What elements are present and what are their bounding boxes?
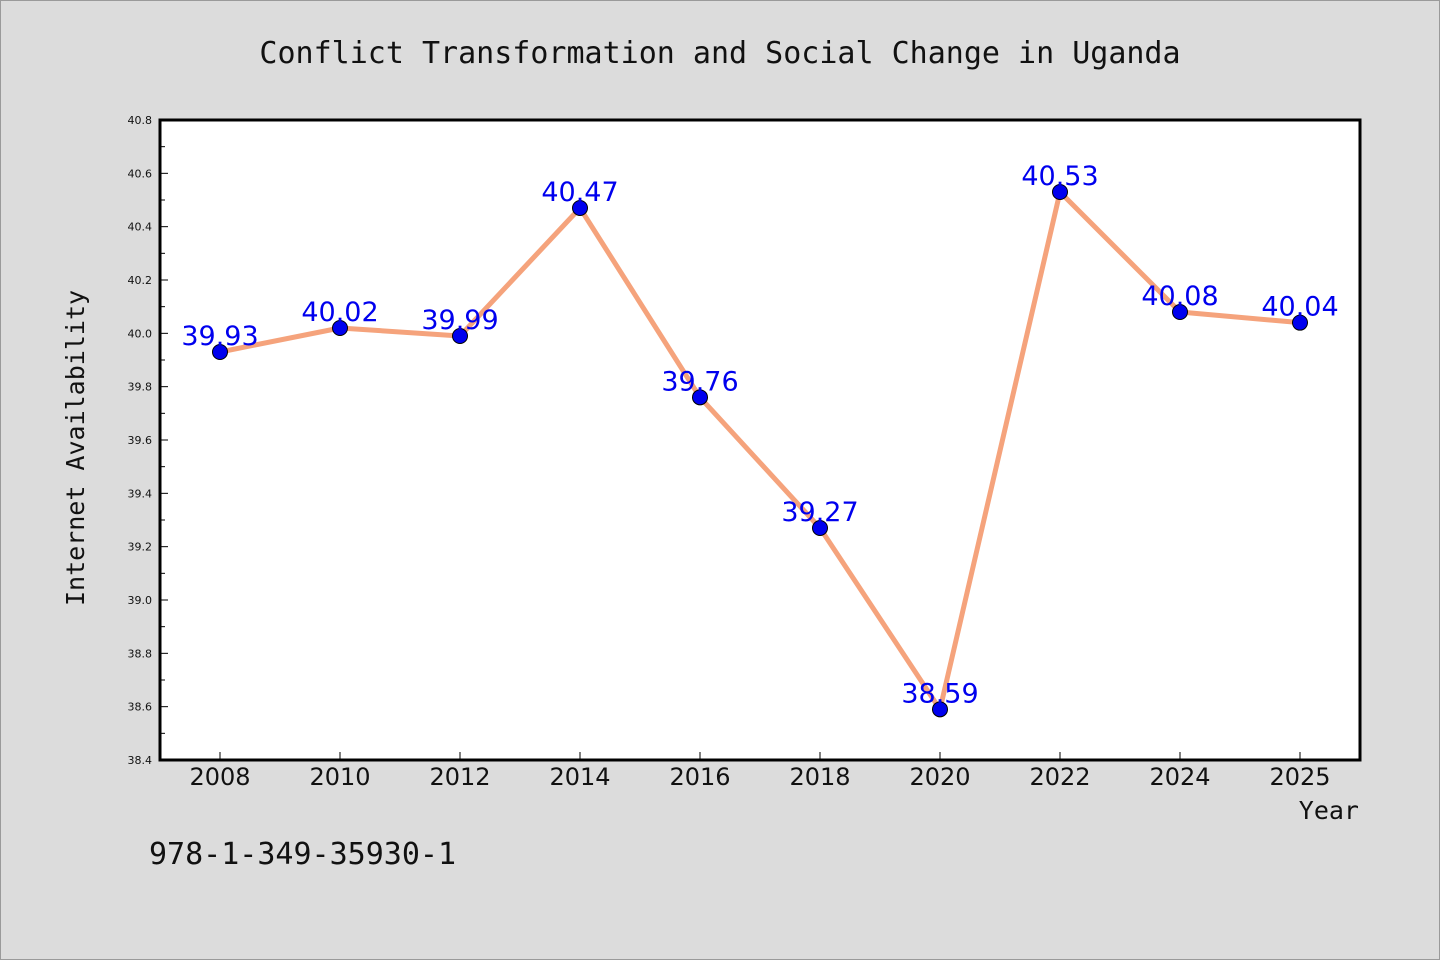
x-tick-label: 2020	[909, 763, 970, 791]
data-point	[932, 701, 948, 718]
data-label: 39.99	[421, 305, 498, 336]
data-label: 40.08	[1141, 281, 1218, 312]
data-point	[452, 328, 468, 344]
y-tick-label: 40.4	[128, 221, 153, 234]
y-tick-label: 39.8	[128, 381, 153, 394]
data-point	[1172, 304, 1188, 320]
x-tick-label: 2022	[1029, 763, 1090, 791]
x-axis-label: Year	[1299, 796, 1359, 825]
y-tick-label: 39.0	[128, 594, 153, 607]
y-axis: 38.4 38.6 38.8 39.0 39.2 39.4 39.6 39.8 40.0 40.2…	[128, 114, 168, 767]
data-point	[332, 320, 348, 336]
x-tick-label: 2014	[549, 763, 610, 791]
x-tick-label: 2012	[429, 763, 490, 791]
x-tick-label: 2008	[189, 763, 250, 791]
x-tick-label: 2010	[309, 763, 370, 791]
x-tick-label: 2024	[1149, 763, 1210, 791]
x-tick-label: 2025	[1269, 763, 1330, 791]
y-tick-label: 39.2	[128, 541, 153, 554]
data-point	[1052, 184, 1068, 200]
y-tick-label: 39.6	[128, 434, 153, 447]
series-markers	[212, 184, 1308, 718]
data-point	[692, 389, 708, 406]
x-axis: 2008 2010 2012 2014 2016 2018 2020 2022 2024 2025	[189, 752, 1331, 791]
data-label: 40.53	[1021, 161, 1098, 192]
data-label: 40.04	[1261, 292, 1338, 323]
y-tick-label: 39.4	[128, 487, 153, 500]
y-tick-label: 38.6	[128, 701, 153, 714]
x-tick-label: 2016	[669, 763, 730, 791]
data-point	[812, 520, 828, 536]
data-point	[572, 200, 588, 216]
data-label: 40.47	[541, 177, 618, 208]
series-line	[219, 189, 1301, 712]
data-label: 39.93	[181, 321, 258, 352]
data-point	[212, 344, 228, 360]
data-label: 38.59	[901, 678, 978, 709]
y-tick-label: 40.8	[128, 114, 153, 127]
isbn-text: 978-1-349-35930-1	[149, 837, 456, 872]
chart-title: Conflict Transformation and Social Chang…	[259, 36, 1180, 71]
y-tick-label: 40.2	[128, 274, 153, 287]
data-point	[1292, 314, 1308, 331]
data-label: 40.02	[301, 297, 378, 328]
y-tick-label: 40.6	[128, 167, 153, 180]
data-label: 39.27	[781, 497, 858, 528]
y-tick-label: 40.0	[128, 327, 153, 340]
series-polyline	[219, 189, 1301, 712]
plot-area	[158, 118, 1362, 762]
y-axis-label: Internet Availability	[61, 290, 90, 606]
x-tick-label: 2018	[789, 763, 850, 791]
data-label: 39.76	[661, 366, 738, 397]
y-tick-label: 38.8	[128, 647, 153, 660]
y-tick-label: 38.4	[128, 754, 153, 767]
data-labels: 39.93 40.02 39.99 40.47 39.76 39.27 38.59 40.53…	[181, 161, 1338, 709]
